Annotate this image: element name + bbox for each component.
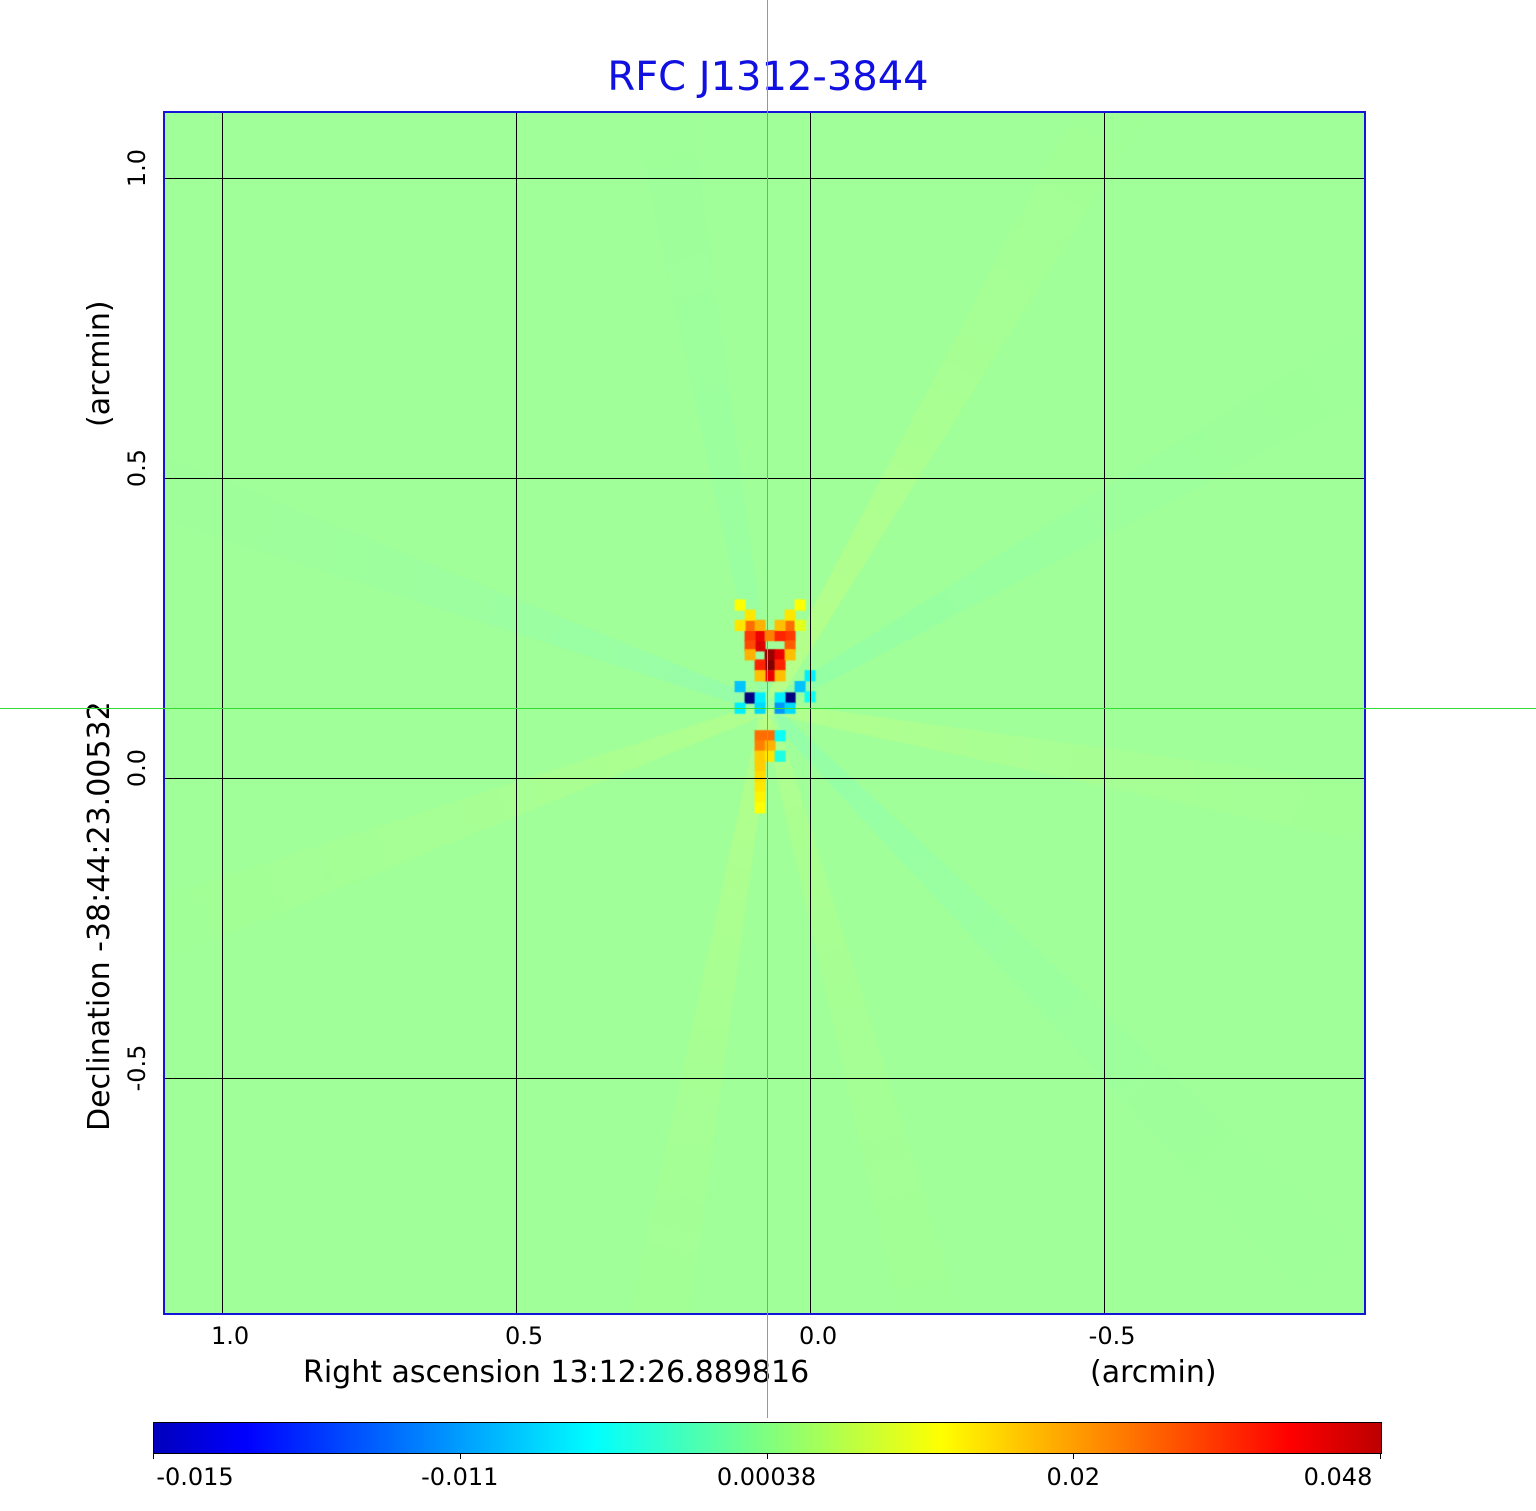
grid-line-y <box>165 1077 1364 1079</box>
grid-line-y <box>165 477 1364 479</box>
crosshair-horizontal <box>0 707 1536 709</box>
colorbar-tick <box>766 1453 768 1459</box>
grid-line-y <box>165 177 1364 179</box>
colorbar-tick <box>153 1453 154 1459</box>
y-axis-unit: (arcmin) <box>82 300 117 427</box>
x-tick-label: -0.5 <box>1088 1322 1136 1350</box>
colorbar-tick <box>1073 1453 1075 1459</box>
colorbar-tick-label: 0.048 <box>1303 1463 1373 1491</box>
colorbar-tick <box>1380 1453 1381 1459</box>
x-tick-label: 0.0 <box>798 1322 838 1350</box>
grid-line-x <box>222 113 224 1313</box>
crosshair-vertical <box>767 0 769 1418</box>
plot-area[interactable] <box>165 113 1364 1313</box>
colorbar <box>153 1422 1382 1454</box>
x-axis-label: Right ascension 13:12:26.889816 <box>303 1355 810 1390</box>
plot-frame <box>163 111 1366 1315</box>
y-tick-label: 1.0 <box>123 148 151 187</box>
y-tick-label: 0.0 <box>123 748 151 787</box>
grid-line-x <box>810 113 812 1313</box>
colorbar-tick-label: -0.011 <box>421 1463 499 1491</box>
colorbar-tick <box>459 1453 461 1459</box>
x-axis-unit: (arcmin) <box>1090 1355 1217 1390</box>
y-tick-label: -0.5 <box>123 1044 151 1092</box>
y-axis-label: Declination -38:44:23.00532 <box>82 701 117 1131</box>
heatmap-image <box>165 113 1364 1313</box>
colorbar-tick-label: -0.015 <box>156 1463 234 1491</box>
y-tick-label: 0.5 <box>123 448 151 487</box>
x-tick-label: 0.5 <box>504 1322 544 1350</box>
colorbar-tick-label: 0.00038 <box>716 1463 817 1491</box>
grid-line-x <box>1104 113 1106 1313</box>
grid-line-y <box>165 777 1364 779</box>
grid-line-x <box>516 113 518 1313</box>
colorbar-tick-label: 0.02 <box>1046 1463 1100 1491</box>
x-tick-label: 1.0 <box>210 1322 250 1350</box>
